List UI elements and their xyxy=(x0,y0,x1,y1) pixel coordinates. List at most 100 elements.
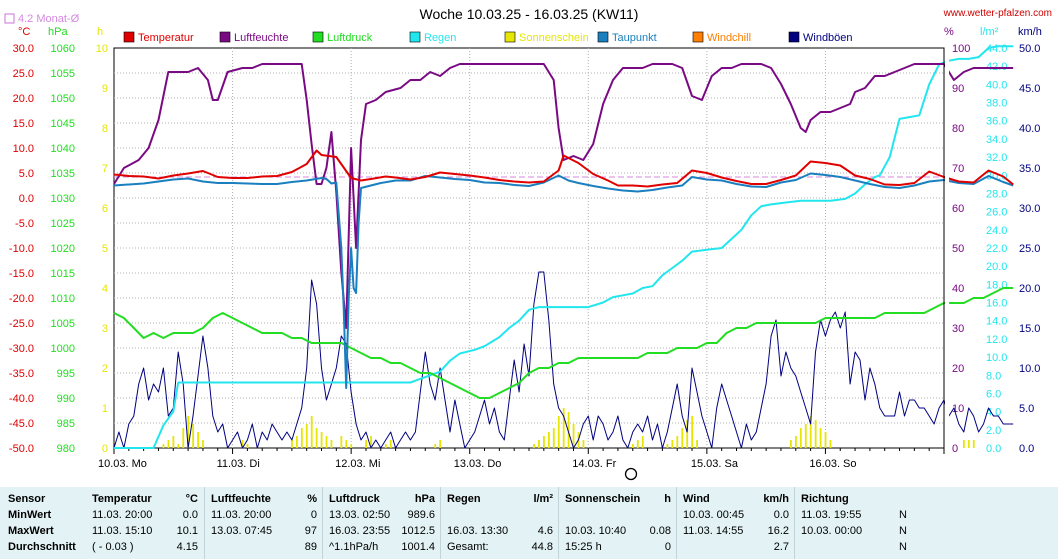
sunshine-bar xyxy=(972,440,975,448)
stats-time: 13.03. 07:45 xyxy=(211,525,273,537)
stats-header-unit: °C xyxy=(185,493,198,505)
humidity-axis-tick: 30 xyxy=(952,323,964,335)
wind-axis-tick: 20.0 xyxy=(1019,283,1040,295)
pressure-axis-tick: 985 xyxy=(57,418,75,430)
rain-axis-tick: 12.0 xyxy=(986,334,1007,346)
sunshine-axis-tick: 3 xyxy=(102,323,108,335)
temp-axis-tick: 0.0 xyxy=(19,193,34,205)
pressure-axis-tick: 1020 xyxy=(51,243,75,255)
rain-axis-tick: 40.0 xyxy=(986,79,1007,91)
stats-value: 1012.5 xyxy=(401,525,435,537)
sunshine-bar xyxy=(686,420,689,448)
stats-column-luftdruck: Luftdruck hPa 13.03. 02:50 989.6 16.03. 23:5… xyxy=(322,487,441,559)
stats-value: 4.15 xyxy=(176,541,198,553)
sunshine-bar xyxy=(636,440,639,448)
rain-axis-tick: 18.0 xyxy=(986,279,1007,291)
stats-value: 2.7 xyxy=(773,541,789,553)
sunshine-axis-tick: 10 xyxy=(96,43,108,55)
stats-column-luftfeuchte: Luftfeuchte% 11.03. 20:00 0 13.03. 07:45 97 8… xyxy=(204,487,323,559)
sunshine-bar xyxy=(370,436,372,448)
sunshine-bar xyxy=(246,444,249,448)
x-tick-label: 10.03. Mo xyxy=(98,458,147,470)
stats-time: 15:25 h xyxy=(565,541,602,553)
sunshine-bar xyxy=(809,416,812,448)
sunshine-bar xyxy=(814,420,817,448)
pressure-axis-tick: 1010 xyxy=(51,293,75,305)
wind-axis-tick: 10.0 xyxy=(1019,363,1040,375)
humidity-axis-tick: 60 xyxy=(952,203,964,215)
stats-column-sonnenschein: Sonnenschein h 10.03. 10:40 0.08 15:25 h 0 xyxy=(558,487,677,559)
row-label-avg: Durchschnitt xyxy=(8,541,76,553)
humidity-axis-tick: 50 xyxy=(952,243,964,255)
rain-axis-tick: 24.0 xyxy=(986,225,1007,237)
sunshine-bar xyxy=(389,440,392,448)
sunshine-bar xyxy=(666,444,669,448)
temp-axis-tick: -50.0 xyxy=(9,443,34,455)
source-link[interactable]: www.wetter-pfalzen.com xyxy=(943,8,1052,19)
pressure-axis-tick: 990 xyxy=(57,393,75,405)
stats-header-name: Wind xyxy=(683,493,710,505)
stats-avg-row: ^1.1hPa/h 1001.4 xyxy=(329,541,435,553)
stats-value: 0 xyxy=(664,541,671,553)
pressure-axis-tick: 995 xyxy=(57,368,75,380)
stats-header: Richtung xyxy=(801,493,907,505)
temp-axis-tick: 20.0 xyxy=(13,93,34,105)
sunshine-bar xyxy=(671,440,674,448)
sunshine-axis-tick: 7 xyxy=(102,163,108,175)
stats-time: 16.03. 13:30 xyxy=(447,525,509,537)
pressure-axis-tick: 1045 xyxy=(51,118,75,130)
avg-marker-box xyxy=(4,13,15,24)
sunshine-bar xyxy=(187,416,190,448)
wind-axis-tick: 35.0 xyxy=(1019,163,1040,175)
pressure-axis-tick: 1035 xyxy=(51,168,75,180)
stats-min-row: 11.03. 20:00 0.0 xyxy=(92,509,198,521)
stats-value: N xyxy=(899,509,907,521)
chart-title: Woche 10.03.25 - 16.03.25 (KW11) xyxy=(419,6,639,22)
series-rain xyxy=(114,45,1014,449)
stats-value: 0.0 xyxy=(773,509,789,521)
rain-axis-tick: 14.0 xyxy=(986,316,1007,328)
legend-label-sunshine: Sonnenschein xyxy=(519,32,589,44)
rain-axis-tick: 20.0 xyxy=(986,261,1007,273)
avg-marker-label: 4.2 Monat-Ø xyxy=(18,13,80,25)
temp-axis-tick: -5.0 xyxy=(15,218,34,230)
stats-max-row: 10.03. 10:40 0.08 xyxy=(565,525,671,537)
series-gust xyxy=(113,271,1014,449)
stats-value: 0.0 xyxy=(182,509,198,521)
sunshine-bar xyxy=(543,436,545,448)
stats-header-unit: hPa xyxy=(414,493,435,505)
rain-axis-tick: 0.0 xyxy=(986,443,1001,455)
stats-value: 0.08 xyxy=(649,525,671,537)
sunshine-axis-tick: 4 xyxy=(102,283,108,295)
sunshine-bar xyxy=(819,428,822,448)
pressure-axis-tick: 1030 xyxy=(51,193,75,205)
stats-header-name: Luftfeuchte xyxy=(211,493,271,505)
stats-value: N xyxy=(899,541,907,553)
stats-header: Luftfeuchte% xyxy=(211,493,317,505)
frame-mask xyxy=(945,46,949,450)
stats-time: 13.03. 02:50 xyxy=(329,509,391,521)
sunshine-bar xyxy=(300,428,303,448)
temp-axis-tick: 25.0 xyxy=(13,68,34,80)
sunshine-bar xyxy=(162,444,165,448)
rain-axis-tick: 38.0 xyxy=(986,98,1007,110)
legend-label-dewpoint: Taupunkt xyxy=(612,32,657,44)
rain-axis-tick: 36.0 xyxy=(986,116,1007,128)
legend-swatch-temperature xyxy=(123,31,135,43)
stats-value: 989.6 xyxy=(407,509,435,521)
sunshine-bar xyxy=(631,444,634,448)
sunshine-unit: h xyxy=(97,26,103,38)
sunshine-bar xyxy=(567,412,570,448)
sunshine-bar xyxy=(691,416,694,448)
legend-label-windchill: Windchill xyxy=(707,32,751,44)
sunshine-bar xyxy=(434,444,437,448)
sunshine-bar xyxy=(384,444,387,448)
stats-header-unit: h xyxy=(664,493,671,505)
legend-swatch-humidity xyxy=(219,31,231,43)
stats-max-row: 13.03. 07:45 97 xyxy=(211,525,317,537)
sunshine-axis-tick: 5 xyxy=(102,243,108,255)
stats-header-name: Temperatur xyxy=(92,493,152,505)
stats-column-wind: Wind km/h 10.03. 00:45 0.0 11.03. 14:55 16.2 2… xyxy=(676,487,795,559)
legend-swatch-dewpoint xyxy=(597,31,609,43)
pressure-axis-tick: 1055 xyxy=(51,68,75,80)
